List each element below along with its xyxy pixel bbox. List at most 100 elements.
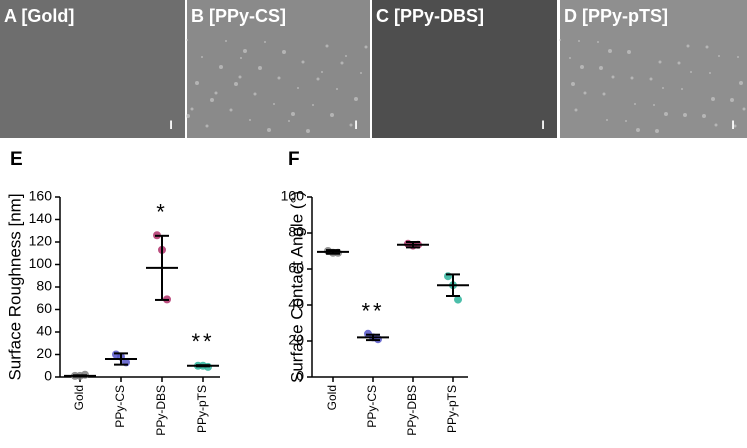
particle <box>658 60 662 64</box>
particle <box>201 56 203 58</box>
significance-marker: ** <box>361 299 384 324</box>
particle <box>702 114 706 118</box>
scale-bar: I <box>169 118 172 132</box>
panel-label: F <box>288 149 300 170</box>
particle <box>559 39 561 41</box>
x-tick-label: PPy-pTS <box>195 385 209 433</box>
particle <box>267 128 271 132</box>
particle <box>264 41 266 43</box>
y-tick-label: 100 <box>29 255 53 271</box>
particle <box>354 97 358 101</box>
image-label: B [PPy-CS] <box>191 6 286 26</box>
particle <box>571 82 575 86</box>
particle <box>718 55 720 57</box>
y-tick-label: 80 <box>288 224 304 240</box>
significance-marker: * <box>156 200 168 225</box>
particle <box>714 123 718 127</box>
particle <box>664 112 668 116</box>
particle <box>273 103 275 105</box>
particle <box>730 98 734 102</box>
y-tick-label: 160 <box>29 188 53 204</box>
particle <box>282 50 286 54</box>
particle <box>634 103 636 105</box>
y-axis-label: Surface Contact Angle (°) <box>287 191 306 383</box>
x-tick-label: Gold <box>72 385 86 410</box>
x-tick-label: PPy-pTS <box>445 385 459 433</box>
particle <box>683 113 687 117</box>
particle <box>301 60 305 64</box>
particle <box>195 81 199 85</box>
particle <box>580 65 584 69</box>
image-label: A [Gold] <box>4 6 74 26</box>
particle <box>627 50 631 54</box>
particle <box>602 92 606 96</box>
particle <box>253 92 257 96</box>
y-tick-label: 40 <box>36 323 52 339</box>
image-label: C [PPy-DBS] <box>376 6 484 26</box>
particle <box>690 71 692 73</box>
particle <box>325 44 329 48</box>
particle <box>330 113 334 117</box>
y-tick-label: 120 <box>29 233 53 249</box>
particle <box>288 120 290 122</box>
particle <box>737 56 739 58</box>
x-tick-label: PPy-DBS <box>405 385 419 436</box>
particle <box>219 65 223 69</box>
y-tick-label: 60 <box>36 300 52 316</box>
y-tick-label: 0 <box>296 368 304 384</box>
y-tick-label: 80 <box>36 278 52 294</box>
significance-marker: ** <box>191 329 214 354</box>
data-point <box>454 295 462 304</box>
particle <box>606 119 608 121</box>
y-tick-label: 100 <box>281 188 305 204</box>
sem-image <box>560 0 747 138</box>
particle <box>243 49 247 53</box>
scale-bar: I <box>541 118 544 132</box>
sem-image <box>0 0 185 138</box>
image-label: D [PPy-pTS] <box>564 6 668 26</box>
sem-image <box>372 0 557 138</box>
particle <box>569 57 571 59</box>
particle <box>205 124 209 128</box>
particle <box>210 98 214 102</box>
particle <box>630 76 634 80</box>
particle <box>214 91 218 95</box>
particle <box>240 57 242 59</box>
y-tick-label: 40 <box>288 296 304 312</box>
particle <box>258 66 262 70</box>
particle <box>655 129 659 133</box>
scale-bar: I <box>354 118 357 132</box>
particle <box>360 72 362 74</box>
scale-bar: I <box>731 118 734 132</box>
particle <box>705 45 709 49</box>
x-tick-label: PPy-DBS <box>154 385 168 436</box>
y-axis-label: Surface Roughness [nm] <box>5 193 24 380</box>
panel-label: E <box>10 149 23 170</box>
particle <box>336 88 338 90</box>
particle <box>190 107 194 111</box>
particle <box>574 108 578 112</box>
particle <box>653 104 655 106</box>
particle <box>649 77 653 81</box>
sem-image <box>187 0 370 138</box>
x-tick-label: PPy-CS <box>113 385 127 428</box>
particle <box>312 104 314 106</box>
particle <box>229 108 233 112</box>
particle <box>321 71 323 73</box>
particle <box>277 76 281 80</box>
particle <box>364 45 368 49</box>
y-tick-label: 60 <box>288 260 304 276</box>
particle <box>611 75 615 79</box>
particle <box>625 120 627 122</box>
particle <box>186 114 190 118</box>
y-tick-label: 0 <box>44 368 52 384</box>
particle <box>234 82 238 86</box>
particle <box>599 66 603 70</box>
particle <box>742 107 746 111</box>
particle <box>608 49 612 53</box>
particle <box>711 97 715 101</box>
y-tick-label: 20 <box>36 345 52 361</box>
particle <box>597 41 599 43</box>
particle <box>677 61 681 65</box>
